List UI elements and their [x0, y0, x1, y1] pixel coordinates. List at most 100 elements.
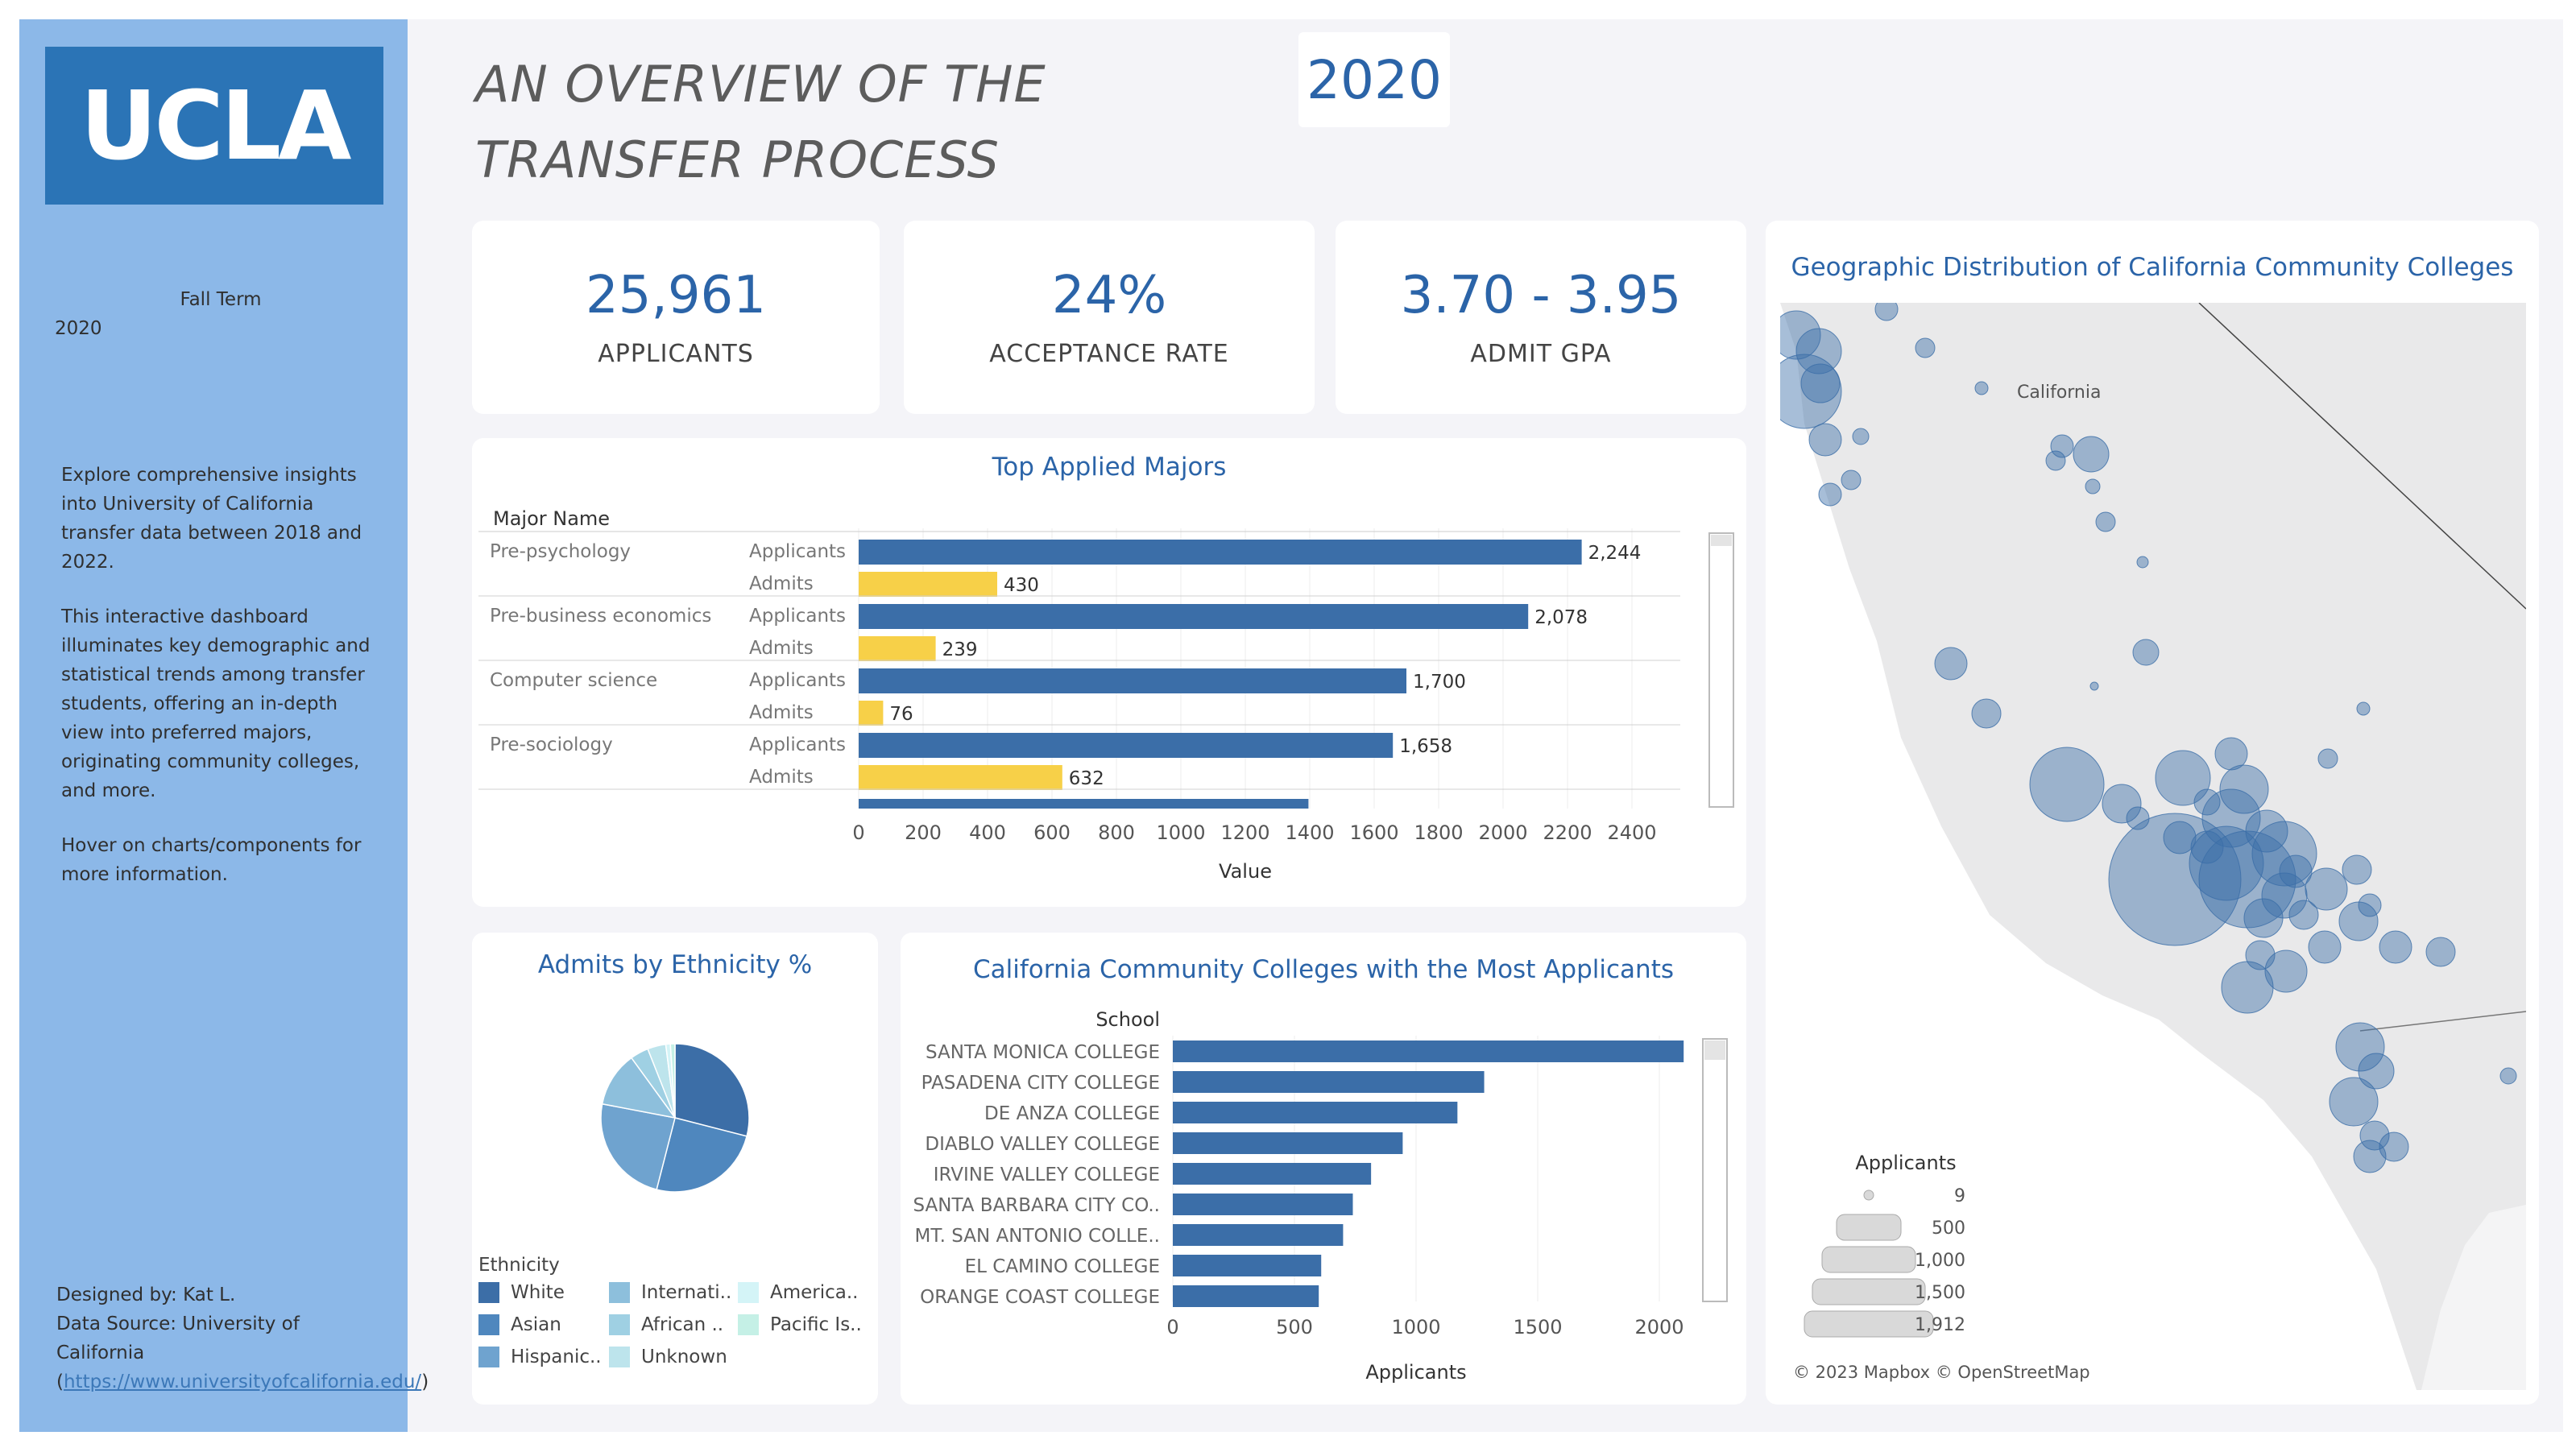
x-tick-label: 2400 [1607, 821, 1656, 844]
college-bubble [2085, 478, 2101, 494]
legend-label: African .. [641, 1314, 724, 1335]
school-label: EL CAMINO COLLEGE [965, 1256, 1160, 1277]
legend-swatch [478, 1347, 499, 1367]
college-bubble [2190, 830, 2224, 864]
kpi-label: APPLICANTS [598, 340, 754, 368]
college-bubble [2243, 898, 2284, 938]
x-tick-label: 200 [905, 821, 942, 844]
college-bubble [2308, 930, 2342, 964]
legend-item[interactable]: Internati.. [609, 1282, 731, 1303]
major-name-label: Computer science [490, 670, 657, 691]
size-legend-marker [1812, 1278, 1926, 1305]
top-majors-card: Top Applied Majors 0 200 400 600 800 1000 1200… [472, 438, 1746, 907]
school-label: PASADENA CITY COLLEGE [921, 1073, 1160, 1094]
logo-text: UCLA [80, 70, 352, 181]
x-tick-label: 500 [1276, 1316, 1313, 1338]
legend-label: Pacific Is.. [770, 1314, 862, 1335]
measure-label: Applicants [749, 606, 846, 627]
measure-label: Admits [749, 638, 814, 659]
college-bubble [2329, 1077, 2379, 1127]
data-label: 632 [1069, 768, 1104, 789]
kpi-card-applicants: 25,961 APPLICANTS [472, 221, 880, 414]
college-bar [1173, 1071, 1485, 1093]
ucla-logo: UCLA [45, 47, 383, 205]
size-legend-label: 1,500 [1915, 1283, 1965, 1303]
legend-item[interactable]: Hispanic.. [478, 1347, 602, 1367]
map-title: Geographic Distribution of California Co… [1791, 253, 2514, 282]
data-source-prefix: Data Source: University of California ( [56, 1314, 300, 1392]
college-bubble [2073, 436, 2110, 473]
pie-slice [601, 1057, 677, 1119]
data-label: 2,078 [1534, 607, 1588, 628]
college-bubble [2245, 809, 2288, 853]
kpi-value: 25,961 [586, 266, 766, 325]
kpi-label: ADMIT GPA [1470, 340, 1612, 368]
x-tick-label: 2000 [1634, 1316, 1684, 1338]
college-bubble [2108, 813, 2242, 946]
legend-label: Unknown [641, 1347, 727, 1367]
legend-item[interactable]: Unknown [609, 1347, 727, 1367]
x-tick-label: 2200 [1543, 821, 1592, 844]
map-layer[interactable]: California Applicants 9 500 1,000 1,500 1,912 [1780, 303, 2526, 1390]
description-hover-hint: Hover on charts/components for more info… [61, 835, 362, 885]
data-source-link[interactable]: https://www.universityofcalifornia.edu/ [63, 1371, 422, 1392]
bar-applicants [859, 540, 1582, 565]
school-label: MT. SAN ANTONIO COLLE.. [914, 1226, 1160, 1247]
colleges-card: California Community Colleges with the M… [901, 933, 1746, 1405]
college-bubble [1915, 337, 1936, 358]
bar-admits [859, 765, 1062, 790]
college-bubble [2499, 1067, 2517, 1085]
kpi-value: 3.70 - 3.95 [1400, 266, 1682, 325]
legend-label: Hispanic.. [511, 1347, 602, 1367]
ethnicity-pie-chart[interactable] [472, 989, 878, 1231]
legend-item[interactable]: White [478, 1282, 565, 1303]
legend-label: White [511, 1282, 565, 1303]
map-attribution: © 2023 Mapbox © OpenStreetMap [1793, 1363, 2090, 1382]
college-bubble [2102, 784, 2142, 824]
filter-value-dropdown[interactable]: 2020 [55, 318, 102, 339]
data-label: 430 [1004, 575, 1039, 596]
college-bar [1173, 1163, 1372, 1185]
bar-admits [859, 572, 997, 597]
size-legend-label: 500 [1932, 1218, 1965, 1239]
legend-label: Internati.. [641, 1282, 732, 1303]
school-label: SANTA MONICA COLLEGE [926, 1042, 1160, 1063]
description-detail: This interactive dashboard illuminates k… [61, 606, 371, 801]
legend-label: Asian [511, 1314, 561, 1335]
college-bubble [2288, 900, 2319, 930]
college-bubble [1808, 423, 1842, 457]
data-label: 1,700 [1413, 672, 1466, 693]
colleges-bar-chart[interactable]: 0 500 1000 1500 2000 School SANTA MONICA COLLE… [901, 933, 1746, 1405]
legend-item[interactable]: Pacific Is.. [738, 1314, 862, 1335]
college-bubble [2358, 1053, 2395, 1090]
legend-item[interactable]: African .. [609, 1314, 723, 1335]
size-legend-marker [1863, 1189, 1874, 1201]
measure-label: Admits [749, 702, 814, 723]
college-bubble [1934, 647, 1968, 681]
college-bar [1173, 1224, 1344, 1246]
x-tick-label: 0 [1166, 1316, 1178, 1338]
college-bar [1173, 1040, 1684, 1062]
size-legend-label: 9 [1954, 1186, 1965, 1206]
top-majors-chart[interactable]: 0 200 400 600 800 1000 1200 1400 1600 1800 2000 220… [472, 438, 1746, 907]
college-bubble [1852, 428, 1870, 445]
college-bar [1173, 1285, 1319, 1307]
college-bubble [2338, 901, 2379, 941]
college-bubble [1800, 363, 1841, 403]
major-name-label: Pre-psychology [490, 541, 631, 562]
legend-item[interactable]: Asian [478, 1314, 561, 1335]
college-bubble [2317, 748, 2338, 769]
bar-applicants [859, 668, 1406, 693]
data-source-suffix: ) [421, 1371, 429, 1392]
college-bubble [2155, 750, 2211, 806]
college-bubble [1971, 698, 2002, 729]
college-bubble [1795, 328, 1842, 374]
mexico-border [2359, 1011, 2526, 1032]
school-label: DE ANZA COLLEGE [984, 1103, 1160, 1124]
pie-slice [669, 1043, 676, 1119]
legend-item[interactable]: America.. [738, 1282, 859, 1303]
size-legend-label: 1,912 [1915, 1315, 1965, 1335]
size-legend-label: 1,000 [1915, 1251, 1965, 1271]
college-bar [1173, 1255, 1322, 1276]
california-map[interactable]: California Applicants 9 500 1,000 1,500 1,912 … [1780, 303, 2526, 1390]
